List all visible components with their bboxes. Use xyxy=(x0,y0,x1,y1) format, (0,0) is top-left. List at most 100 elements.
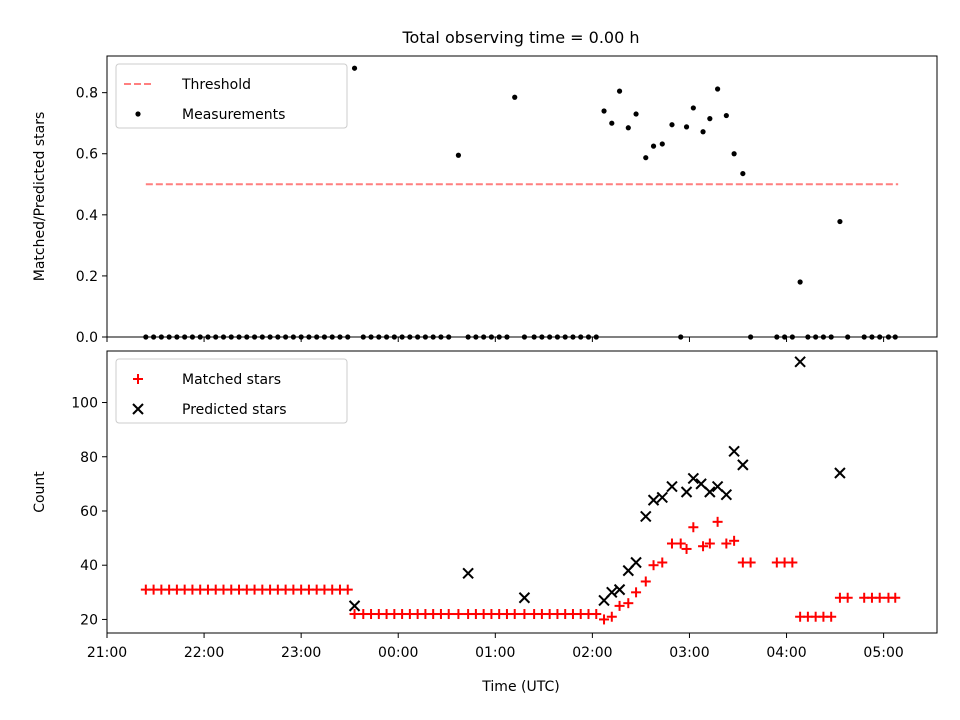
legend-label: Matched stars xyxy=(182,372,281,388)
matched-star-point xyxy=(712,516,723,527)
matched-star-point xyxy=(349,609,360,620)
legend-label: Predicted stars xyxy=(182,402,287,418)
measurement-point xyxy=(715,86,721,92)
matched-star-point xyxy=(675,538,686,549)
measurement-point xyxy=(650,143,657,149)
predicted-star-point xyxy=(680,486,693,498)
measurement-point xyxy=(625,125,631,131)
y-tick-label: 20 xyxy=(80,612,98,628)
predicted-star-point xyxy=(720,489,733,501)
measurement-point xyxy=(723,112,729,119)
matched-star-point xyxy=(681,543,692,554)
measurement-point xyxy=(707,116,713,122)
x-tick-label: 03:00 xyxy=(669,645,709,661)
x-tick-label: 05:00 xyxy=(863,645,903,661)
legend-box xyxy=(115,358,348,424)
measurement-point xyxy=(643,155,649,161)
legend: Threshold Measurements xyxy=(115,63,348,129)
matched-star-point xyxy=(640,576,651,587)
matched-star-point xyxy=(648,560,659,571)
y-axis-label: Count xyxy=(32,471,48,513)
measurement-point xyxy=(633,111,639,117)
measurement-point xyxy=(609,120,615,126)
predicted-star-point xyxy=(695,478,707,490)
matched-star-point xyxy=(666,538,677,549)
predicted-star-point xyxy=(630,556,642,569)
x-tick-label: 23:00 xyxy=(281,645,321,661)
y-tick-label: 60 xyxy=(80,504,98,520)
chart-title: Total observing time = 0.00 h xyxy=(401,28,639,47)
matched-star-point xyxy=(443,609,454,620)
predicted-star-point xyxy=(348,600,361,612)
y-tick-label: 0.4 xyxy=(76,208,98,224)
y-axis-label: Matched/Predicted stars xyxy=(32,112,48,282)
matched-star-point xyxy=(704,538,715,549)
matched-star-point xyxy=(721,538,732,549)
measurement-point xyxy=(690,105,696,111)
y-tick-label: 100 xyxy=(71,396,98,412)
matched-star-point xyxy=(842,592,853,603)
measurement-point xyxy=(837,218,843,225)
predicted-star-point xyxy=(647,494,660,506)
x-tick-label: 00:00 xyxy=(378,645,418,661)
x-tick-label: 22:00 xyxy=(184,645,224,661)
bottom-panel: 20 40 60 80 100 21:00 22:00 23:00 00:00 01:00 02:0… xyxy=(32,350,938,661)
x-tick-label: 21:00 xyxy=(87,645,127,661)
legend-label: Threshold xyxy=(181,77,251,93)
measurement-point xyxy=(455,152,462,158)
measurement-point xyxy=(601,108,607,114)
matched-star-point xyxy=(591,609,602,620)
x-axis-label: Time (UTC) xyxy=(481,679,559,695)
legend-matched-swatch xyxy=(133,374,143,384)
predicted-star-point xyxy=(666,480,678,493)
predicted-star-point xyxy=(640,510,652,523)
legend-box xyxy=(115,63,348,129)
y-tick-label: 80 xyxy=(80,450,98,466)
y-tick-label: 0.0 xyxy=(76,330,98,346)
matched-star-point xyxy=(729,535,740,546)
top-panel: 0.0 0.2 0.4 0.6 0.8 Matched/Predicted stars Th… xyxy=(32,55,938,346)
matched-star-point xyxy=(509,609,520,620)
predicted-star-point xyxy=(728,445,740,458)
matched-star-point xyxy=(599,614,610,625)
y-tick-label: 0.8 xyxy=(76,86,98,102)
measurement-point xyxy=(659,141,665,147)
matched-star-point xyxy=(631,587,642,598)
measurement-point xyxy=(683,124,690,130)
matched-star-point xyxy=(826,611,837,622)
matched-star-point xyxy=(688,522,699,533)
plot-frame xyxy=(106,350,938,634)
predicted-star-point xyxy=(613,583,626,596)
measurement-point xyxy=(797,279,803,285)
legend: Matched stars Predicted stars xyxy=(115,358,348,424)
measurement-point xyxy=(669,122,675,128)
matched-star-point xyxy=(874,592,885,603)
legend-predicted-swatch xyxy=(132,403,144,415)
matched-star-point xyxy=(890,592,901,603)
legend-label: Measurements xyxy=(182,107,285,123)
legend-measurement-swatch xyxy=(135,111,141,117)
matched-star-point xyxy=(614,600,625,611)
matched-star-point xyxy=(657,557,668,568)
predicted-star-point xyxy=(834,467,846,479)
x-tick-label: 02:00 xyxy=(572,645,612,661)
predicted-star-point xyxy=(711,480,724,493)
measurement-point xyxy=(512,94,518,100)
predicted-star-point xyxy=(704,486,716,498)
measurement-point xyxy=(351,65,358,71)
predicted-star-point xyxy=(606,586,618,599)
matched-star-point xyxy=(519,609,530,620)
measurement-point xyxy=(731,151,737,157)
measurement-point xyxy=(700,129,706,135)
matched-star-point xyxy=(698,541,709,552)
matched-star-point xyxy=(453,609,464,620)
y-tick-label: 0.2 xyxy=(76,269,98,285)
series-predicted-stars xyxy=(348,356,846,612)
series-matched-stars xyxy=(140,516,901,625)
predicted-star-point xyxy=(737,459,749,471)
y-tick-label: 40 xyxy=(80,558,98,574)
matched-star-point xyxy=(342,584,353,595)
predicted-star-point xyxy=(656,491,668,504)
matched-star-point xyxy=(787,557,798,568)
